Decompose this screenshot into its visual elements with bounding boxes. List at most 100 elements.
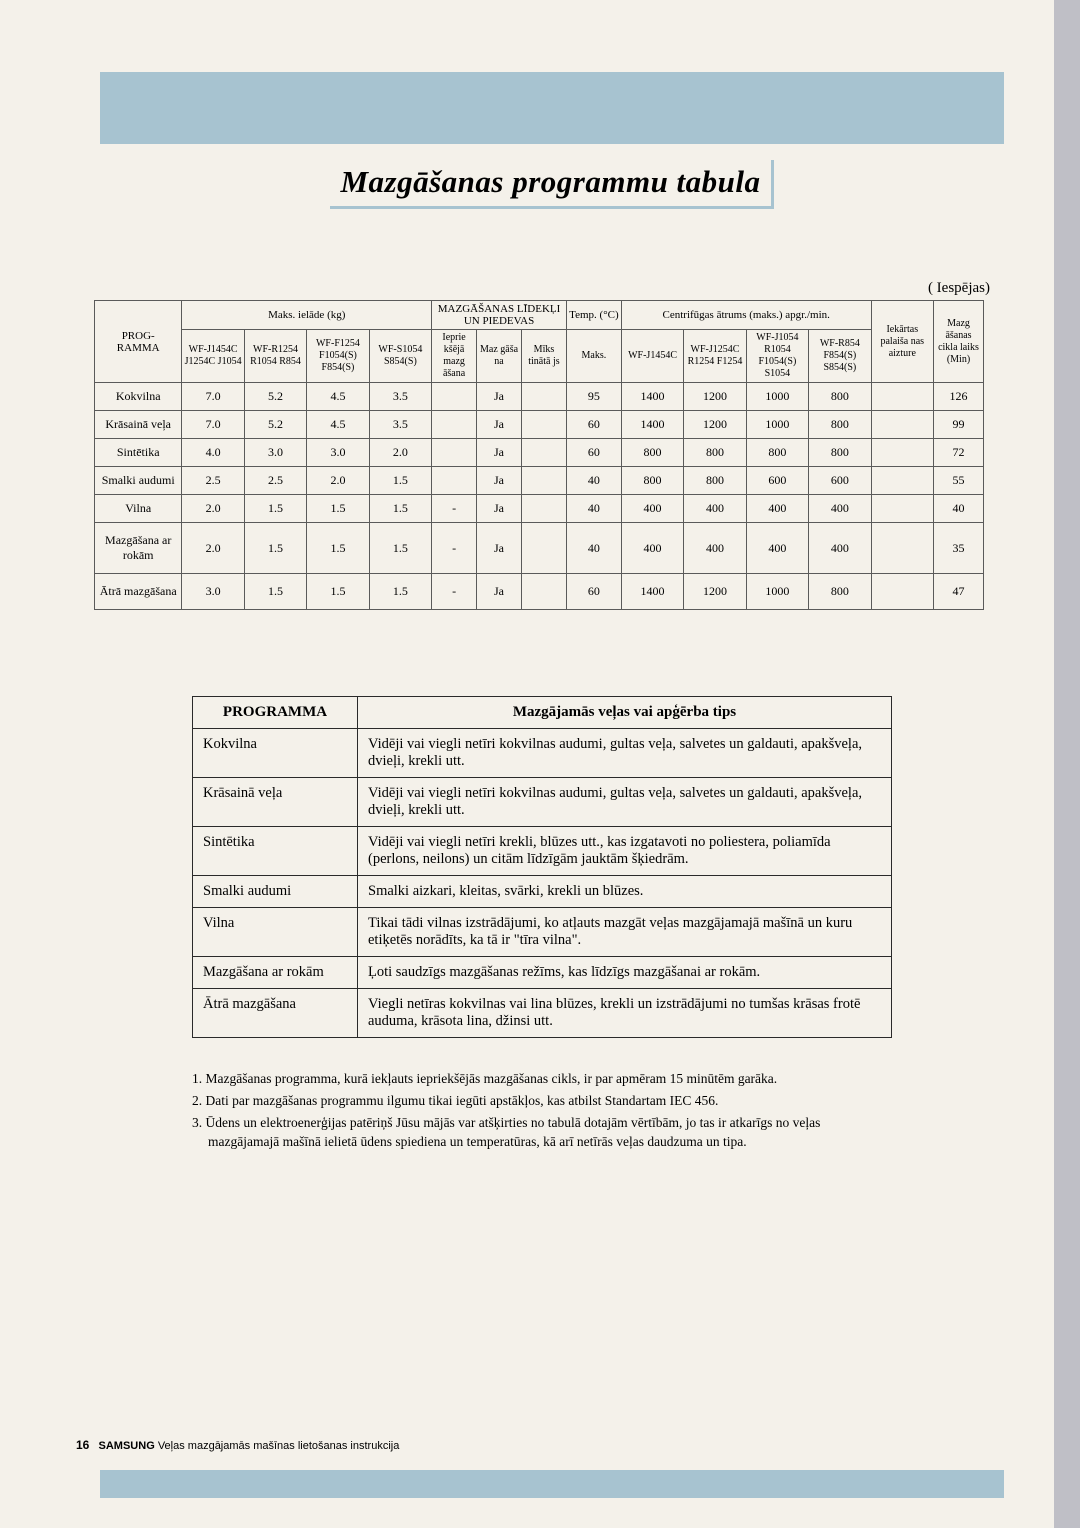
program-desc-cell: Vidēji vai viegli netīri kokvilnas audum… [358,729,892,778]
footer: 16 SAMSUNG Veļas mazgājamās mašīnas liet… [76,1438,399,1452]
program-name-cell: Sintētika [95,439,182,467]
value-cell: 1000 [746,383,808,411]
t1-h-m3: WF-S1054 S854(S) [369,330,431,383]
value-cell [521,495,566,523]
value-cell: 1.5 [307,574,369,610]
value-cell [521,383,566,411]
value-cell [871,495,933,523]
program-name-cell: Vilna [193,908,358,957]
value-cell: 2.0 [182,523,244,574]
value-cell: - [432,574,477,610]
value-cell: 1200 [684,411,746,439]
value-cell: 1.5 [244,574,306,610]
value-cell: Ja [477,439,522,467]
value-cell [521,411,566,439]
page-title: Mazgāšanas programmu tabula [330,160,773,209]
value-cell: 400 [684,495,746,523]
value-cell: 800 [621,439,683,467]
program-name-cell: Krāsainā veļa [193,778,358,827]
options-label: ( Iespējas) [928,280,990,297]
program-name-cell: Mazgāšana ar rokām [193,957,358,989]
value-cell [432,439,477,467]
value-cell: 600 [809,467,871,495]
value-cell: 60 [566,439,621,467]
value-cell: 4.5 [307,383,369,411]
value-cell [871,383,933,411]
value-cell: 800 [809,383,871,411]
value-cell: 2.0 [369,439,431,467]
value-cell: 400 [746,495,808,523]
t1-h-m0: WF-J1454C J1254C J1054 [182,330,244,383]
value-cell: 35 [934,523,984,574]
note: 1. Mazgāšanas programma, kurā iekļauts i… [192,1070,892,1088]
brand: SAMSUNG [99,1440,155,1452]
table-row: KokvilnaVidēji vai viegli netīri kokviln… [193,729,892,778]
value-cell: 4.5 [307,411,369,439]
value-cell [432,467,477,495]
value-cell: 40 [566,523,621,574]
value-cell: 600 [746,467,808,495]
value-cell: 47 [934,574,984,610]
program-name-cell: Krāsainā veļa [95,411,182,439]
value-cell: 7.0 [182,411,244,439]
value-cell: 3.5 [369,383,431,411]
program-desc-cell: Vidēji vai viegli netīri krekli, blūzes … [358,827,892,876]
value-cell: Ja [477,411,522,439]
program-name-cell: Sintētika [193,827,358,876]
table-row: Krāsainā veļaVidēji vai viegli netīri ko… [193,778,892,827]
value-cell: 126 [934,383,984,411]
value-cell: 3.5 [369,411,431,439]
table-row: Sintētika4.03.03.02.0Ja6080080080080072 [95,439,984,467]
t1-h-maz: Mazg āšanas cikla laiks (Min) [934,301,984,383]
value-cell: 1.5 [369,495,431,523]
t2-h0: PROGRAMMA [193,697,358,729]
value-cell: 400 [684,523,746,574]
value-cell: 400 [809,523,871,574]
value-cell: 40 [934,495,984,523]
value-cell [521,467,566,495]
table-row: Mazgāšana ar rokām2.01.51.51.5-Ja4040040… [95,523,984,574]
value-cell: 4.0 [182,439,244,467]
value-cell: 1200 [684,574,746,610]
value-cell: 55 [934,467,984,495]
value-cell: 95 [566,383,621,411]
t1-h-tempsub: Maks. [566,330,621,383]
table-row: VilnaTikai tādi vilnas izstrādājumi, ko … [193,908,892,957]
value-cell: 60 [566,411,621,439]
t1-h-d1: Maz gāša na [477,330,522,383]
value-cell: 5.2 [244,383,306,411]
note: 2. Dati par mazgāšanas programmu ilgumu … [192,1092,892,1110]
value-cell [871,574,933,610]
value-cell: 7.0 [182,383,244,411]
value-cell: 3.0 [244,439,306,467]
value-cell: 400 [621,495,683,523]
value-cell: 400 [621,523,683,574]
value-cell [871,523,933,574]
value-cell: 400 [746,523,808,574]
value-cell: 40 [566,467,621,495]
table-row: Vilna2.01.51.51.5-Ja4040040040040040 [95,495,984,523]
program-desc-cell: Ļoti saudzīgs mazgāšanas režīms, kas līd… [358,957,892,989]
t1-h-d0: Ieprie kšējā mazg āšana [432,330,477,383]
value-cell: Ja [477,383,522,411]
t1-h-iek: Iekārtas palaiša nas aizture [871,301,933,383]
value-cell: 72 [934,439,984,467]
value-cell: 2.5 [182,467,244,495]
t2-h1: Mazgājamās veļas vai apģērba tips [358,697,892,729]
value-cell: 800 [684,439,746,467]
program-name-cell: Mazgāšana ar rokām [95,523,182,574]
value-cell: - [432,523,477,574]
value-cell: 800 [809,574,871,610]
program-name-cell: Ātrā mazgāšana [95,574,182,610]
value-cell: 800 [684,467,746,495]
value-cell: Ja [477,574,522,610]
value-cell: 2.5 [244,467,306,495]
table-row: Kokvilna7.05.24.53.5Ja951400120010008001… [95,383,984,411]
t1-h-s1: WF-J1254C R1254 F1254 [684,330,746,383]
value-cell: 99 [934,411,984,439]
t1-h-s0: WF-J1454C [621,330,683,383]
table-row: Krāsainā veļa7.05.24.53.5Ja6014001200100… [95,411,984,439]
t1-h-s2: WF-J1054 R1054 F1054(S) S1054 [746,330,808,383]
value-cell: Ja [477,523,522,574]
value-cell [871,439,933,467]
